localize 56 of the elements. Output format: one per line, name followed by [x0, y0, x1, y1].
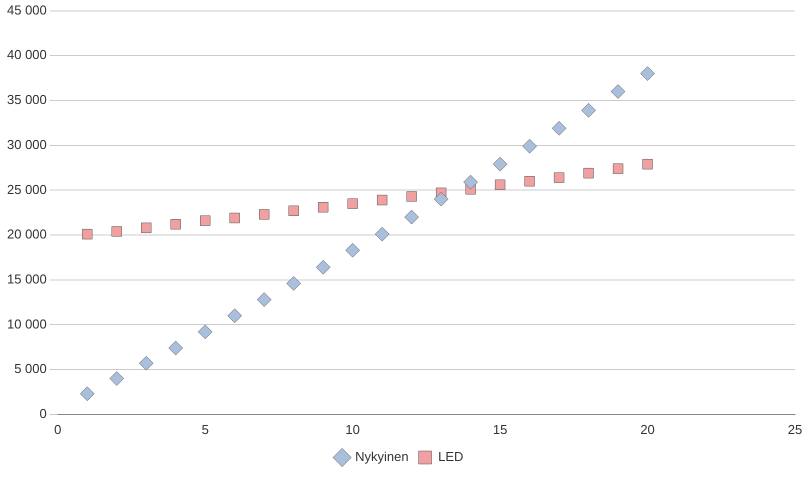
- point: [109, 371, 124, 386]
- point: [80, 386, 94, 402]
- x-tick-label: 5: [202, 422, 209, 437]
- point: [640, 66, 655, 81]
- point: [347, 198, 358, 209]
- legend-label: Nykyinen: [355, 449, 409, 464]
- legend-label: LED: [438, 449, 464, 464]
- point: [141, 222, 152, 234]
- point: [288, 206, 299, 216]
- point: [316, 260, 330, 275]
- point: [522, 138, 537, 154]
- point: [581, 103, 596, 118]
- point: [612, 163, 624, 174]
- point: [434, 192, 448, 206]
- y-tick-label: 30 000: [6, 136, 47, 152]
- y-tick-label: 25 000: [6, 182, 47, 197]
- point: [198, 324, 212, 340]
- point: [256, 292, 272, 307]
- x-tick-label: 20: [640, 422, 655, 437]
- point: [554, 172, 564, 183]
- y-tick-label: 10 000: [6, 316, 47, 332]
- point: [200, 215, 210, 226]
- point: [552, 121, 566, 136]
- point: [642, 158, 653, 170]
- point: [318, 202, 328, 212]
- x-tick-label: 0: [54, 422, 62, 437]
- x-tick-label: 15: [492, 422, 508, 437]
- point: [610, 84, 626, 99]
- point: [494, 180, 506, 190]
- y-tick-label: 35 000: [6, 92, 47, 108]
- y-tick-label: 40 000: [6, 47, 47, 62]
- y-tick-label: 45 000: [6, 2, 47, 18]
- point: [376, 194, 388, 206]
- point: [258, 209, 270, 220]
- y-tick-label: 5 000: [14, 361, 47, 376]
- y-tick-label: 15 000: [6, 271, 47, 286]
- point: [138, 356, 154, 371]
- point: [345, 243, 360, 258]
- point: [404, 210, 419, 224]
- point: [492, 156, 508, 172]
- y-tick-label: 0: [40, 406, 47, 421]
- point: [374, 226, 390, 242]
- point: [82, 228, 92, 240]
- point: [524, 176, 535, 186]
- point: [286, 276, 301, 291]
- point: [168, 340, 183, 356]
- point: [227, 308, 242, 323]
- point: [406, 191, 417, 202]
- point: [170, 219, 181, 230]
- point: [112, 226, 122, 237]
- point: [583, 168, 594, 178]
- x-tick-label: 10: [345, 422, 360, 437]
- point: [463, 174, 478, 190]
- x-tick-label: 25: [788, 422, 802, 437]
- y-tick-label: 20 000: [6, 226, 47, 242]
- point: [230, 212, 240, 224]
